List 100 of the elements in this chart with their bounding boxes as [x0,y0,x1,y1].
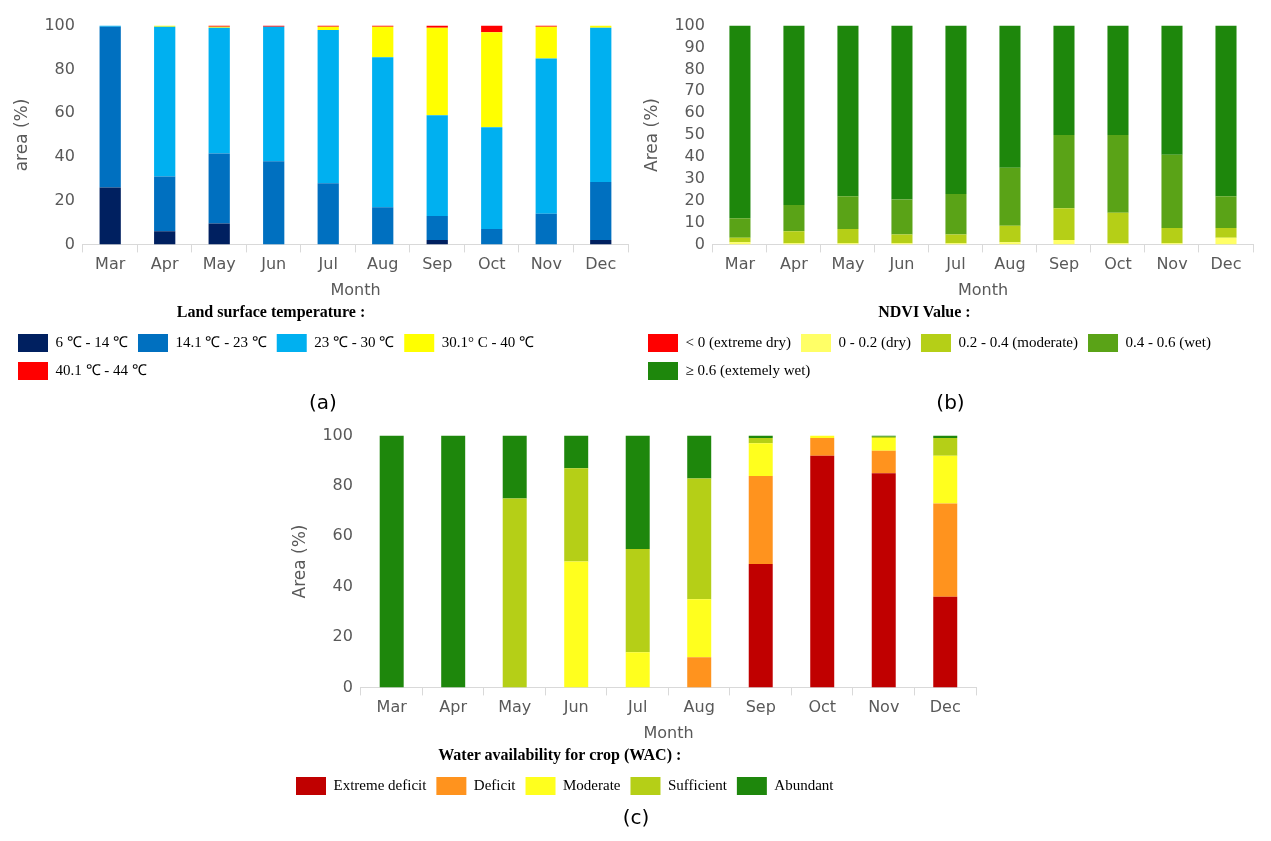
x-axis-title: Month [957,280,1009,300]
legend-label: 23 ℃ - 30 ℃ [314,333,395,350]
legend-label: 0 - 0.2 (dry) [838,333,911,351]
bar [891,25,913,200]
bar [871,450,896,474]
bar [154,26,176,177]
bar [999,167,1021,226]
bar [535,213,557,245]
bar [945,194,967,235]
bar [372,26,394,58]
bar [99,26,121,188]
bar [999,225,1021,243]
bar [999,242,1021,245]
bar [426,27,448,116]
legend-title: NDVI Value : [878,302,971,320]
bar [837,229,859,244]
bar [502,435,527,499]
text: (c) [622,805,649,830]
bar [729,242,751,245]
y-tick-label: 30 [684,167,705,187]
bar [686,599,711,658]
bar [426,215,448,241]
bar [783,205,805,232]
bar [625,652,650,688]
x-axis-title: Month [330,280,381,300]
bar [99,187,121,245]
x-tick-label: May [831,254,865,274]
x-tick-label: Apr [438,697,467,717]
x-tick-label: Jun [562,697,589,717]
bar [208,27,230,154]
bar [502,498,527,688]
y-axis-title: Area (%) [288,524,309,599]
legend-title: Land surface temperature : [176,302,366,321]
legend-label: 14.1 ℃ - 23 ℃ [175,333,267,350]
x-tick-label: Jul [317,254,338,274]
legend-label: 30.1° C - 40 ℃ [441,333,534,350]
bar [208,153,230,224]
bar [1161,227,1183,244]
y-tick-label: 20 [332,626,353,646]
bar [748,443,773,476]
bar [590,27,612,183]
bar [891,234,913,244]
bar [945,25,967,195]
bar [748,564,773,688]
y-tick-label: 60 [54,102,75,122]
x-tick-label: Dec [585,254,617,274]
legend-label: Sufficient [667,776,728,793]
bar [1215,25,1237,197]
bar [1215,196,1237,228]
bar [1107,25,1129,135]
text: (b) [936,390,965,415]
y-tick-label: 80 [54,58,75,78]
bar [625,548,650,653]
legend-label: 40.1 ℃ - 44 ℃ [55,361,147,378]
x-tick-label: Aug [994,254,1026,274]
bar [1107,212,1129,244]
x-tick-label: Nov [867,697,899,717]
x-tick-label: Oct [1104,254,1132,274]
bar [837,196,859,230]
legend-label: 0.2 - 0.4 (moderate) [958,333,1079,351]
bar [837,25,859,197]
y-tick-label: 60 [332,525,353,545]
bar [426,240,448,245]
y-tick-label: 40 [332,575,353,595]
bar [729,237,751,243]
bar [263,26,285,162]
x-tick-label: Jul [626,697,647,717]
legend-label: < 0 (extreme dry) [685,333,791,351]
x-tick-label: Mar [724,254,756,274]
x-tick-label: Apr [780,254,809,274]
y-tick-label: 50 [684,124,705,144]
bar [999,25,1021,168]
bar [625,435,650,549]
bar [686,435,711,479]
y-tick-label: 100 [674,14,705,34]
bar [154,176,176,232]
x-tick-label: Aug [367,254,399,274]
bar [440,435,465,688]
legend-label: Abundant [773,776,834,793]
bar [563,561,588,688]
bar [1161,25,1183,155]
y-tick-label: 20 [684,189,705,209]
x-tick-label: Nov [530,254,562,274]
bar [809,438,834,456]
bar [932,455,957,504]
x-tick-label: Jul [945,254,966,274]
bar [481,32,503,128]
text: (a) [309,390,337,415]
bar [1107,135,1129,213]
y-axis-title: area (%) [10,98,31,172]
x-tick-label: May [202,254,236,274]
bar [729,25,751,219]
bar [686,478,711,600]
bar [871,438,896,451]
y-tick-label: 0 [342,676,353,696]
bar [729,218,751,238]
bar [590,182,612,241]
bar [481,25,503,33]
bar [563,435,588,469]
y-tick-label: 100 [321,424,353,444]
